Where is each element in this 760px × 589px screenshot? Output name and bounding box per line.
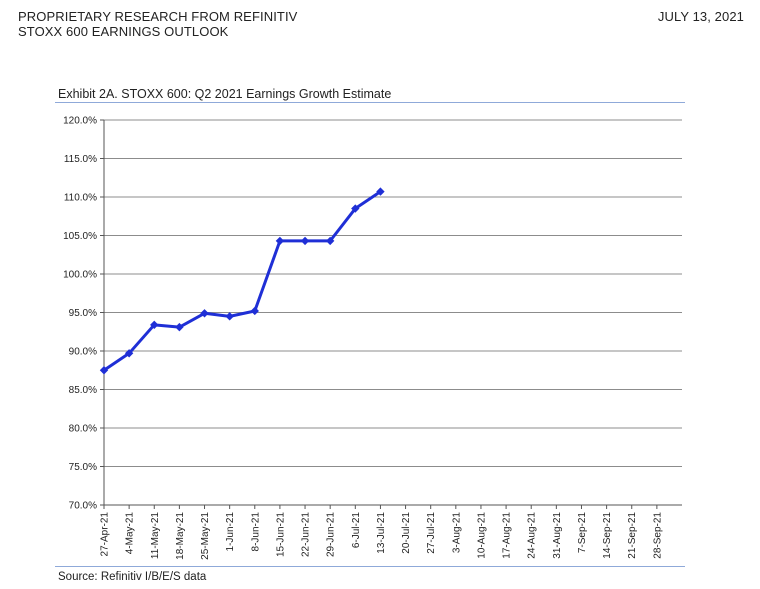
- data-point: [300, 236, 310, 246]
- chart-gridlines: [104, 119, 682, 467]
- x-tick-label: 22-Jun-21: [301, 512, 312, 557]
- series-line: [103, 190, 382, 372]
- x-tick-label: 4-May-21: [125, 512, 136, 555]
- y-tick-label: 80.0%: [69, 424, 97, 435]
- data-point: [325, 236, 335, 246]
- x-tick-label: 7-Sep-21: [577, 512, 588, 554]
- y-axis-ticks: 70.0% 75.0% 80.0% 85.0% 90.0% 95.0% 100.0% 105.…: [63, 116, 104, 512]
- x-tick-label: 21-Sep-21: [627, 512, 638, 559]
- x-tick-label: 8-Jun-21: [250, 512, 261, 552]
- x-tick-label: 14-Sep-21: [602, 512, 613, 559]
- y-tick-label: 75.0%: [69, 462, 97, 473]
- x-tick-label: 20-Jul-21: [401, 512, 412, 554]
- data-point: [225, 312, 234, 321]
- exhibit-title: Exhibit 2A. STOXX 600: Q2 2021 Earnings …: [58, 87, 392, 101]
- x-tick-label: 6-Jul-21: [351, 512, 362, 549]
- data-point: [376, 187, 385, 196]
- x-tick-label: 28-Sep-21: [652, 512, 663, 559]
- y-tick-label: 85.0%: [69, 385, 97, 396]
- series-layer: [99, 187, 385, 375]
- data-point: [150, 320, 159, 330]
- x-tick-label: 27-Apr-21: [100, 512, 111, 557]
- data-point: [124, 349, 134, 358]
- x-tick-label: 25-May-21: [200, 512, 211, 560]
- data-point: [99, 366, 109, 375]
- source-rule: [55, 566, 685, 567]
- y-tick-label: 100.0%: [63, 270, 97, 281]
- report-date: JULY 13, 2021: [657, 9, 744, 24]
- data-point: [175, 322, 184, 332]
- x-tick-label: 13-Jul-21: [376, 512, 387, 554]
- report-header: PROPRIETARY RESEARCH FROM REFINITIV STOX…: [18, 9, 297, 39]
- x-tick-label: 15-Jun-21: [275, 512, 286, 557]
- report-header-line1: PROPRIETARY RESEARCH FROM REFINITIV: [18, 9, 298, 24]
- y-tick-label: 110.0%: [64, 193, 97, 204]
- x-tick-label: 17-Aug-21: [502, 512, 513, 559]
- y-tick-label: 90.0%: [69, 347, 97, 358]
- x-tick-label: 1-Jun-21: [225, 512, 236, 552]
- x-tick-label: 31-Aug-21: [552, 512, 563, 559]
- data-point: [200, 309, 209, 318]
- source-note: Source: Refinitiv I/B/E/S data: [58, 571, 207, 583]
- x-tick-label: 3-Aug-21: [451, 512, 462, 554]
- x-tick-label: 24-Aug-21: [527, 512, 538, 559]
- data-point: [275, 236, 285, 246]
- data-point: [351, 204, 360, 213]
- x-axis-ticks: 27-Apr-21 4-May-21 11-May-21 18-May-21 25-Ma…: [100, 505, 663, 560]
- x-tick-label: 29-Jun-21: [326, 512, 337, 557]
- y-tick-label: 70.0%: [69, 501, 97, 512]
- x-tick-label: 11-May-21: [150, 512, 161, 559]
- data-point: [250, 306, 259, 316]
- y-tick-label: 120.0%: [63, 116, 97, 127]
- x-tick-label: 10-Aug-21: [476, 512, 487, 559]
- y-tick-label: 95.0%: [69, 308, 97, 319]
- report-header-line2: STOXX 600 EARNINGS OUTLOOK: [18, 24, 229, 39]
- x-tick-label: 18-May-21: [175, 512, 186, 560]
- title-rule: [55, 102, 685, 103]
- y-tick-label: 115.0%: [64, 154, 97, 165]
- y-tick-label: 105.0%: [63, 231, 97, 242]
- x-tick-label: 27-Jul-21: [426, 512, 437, 554]
